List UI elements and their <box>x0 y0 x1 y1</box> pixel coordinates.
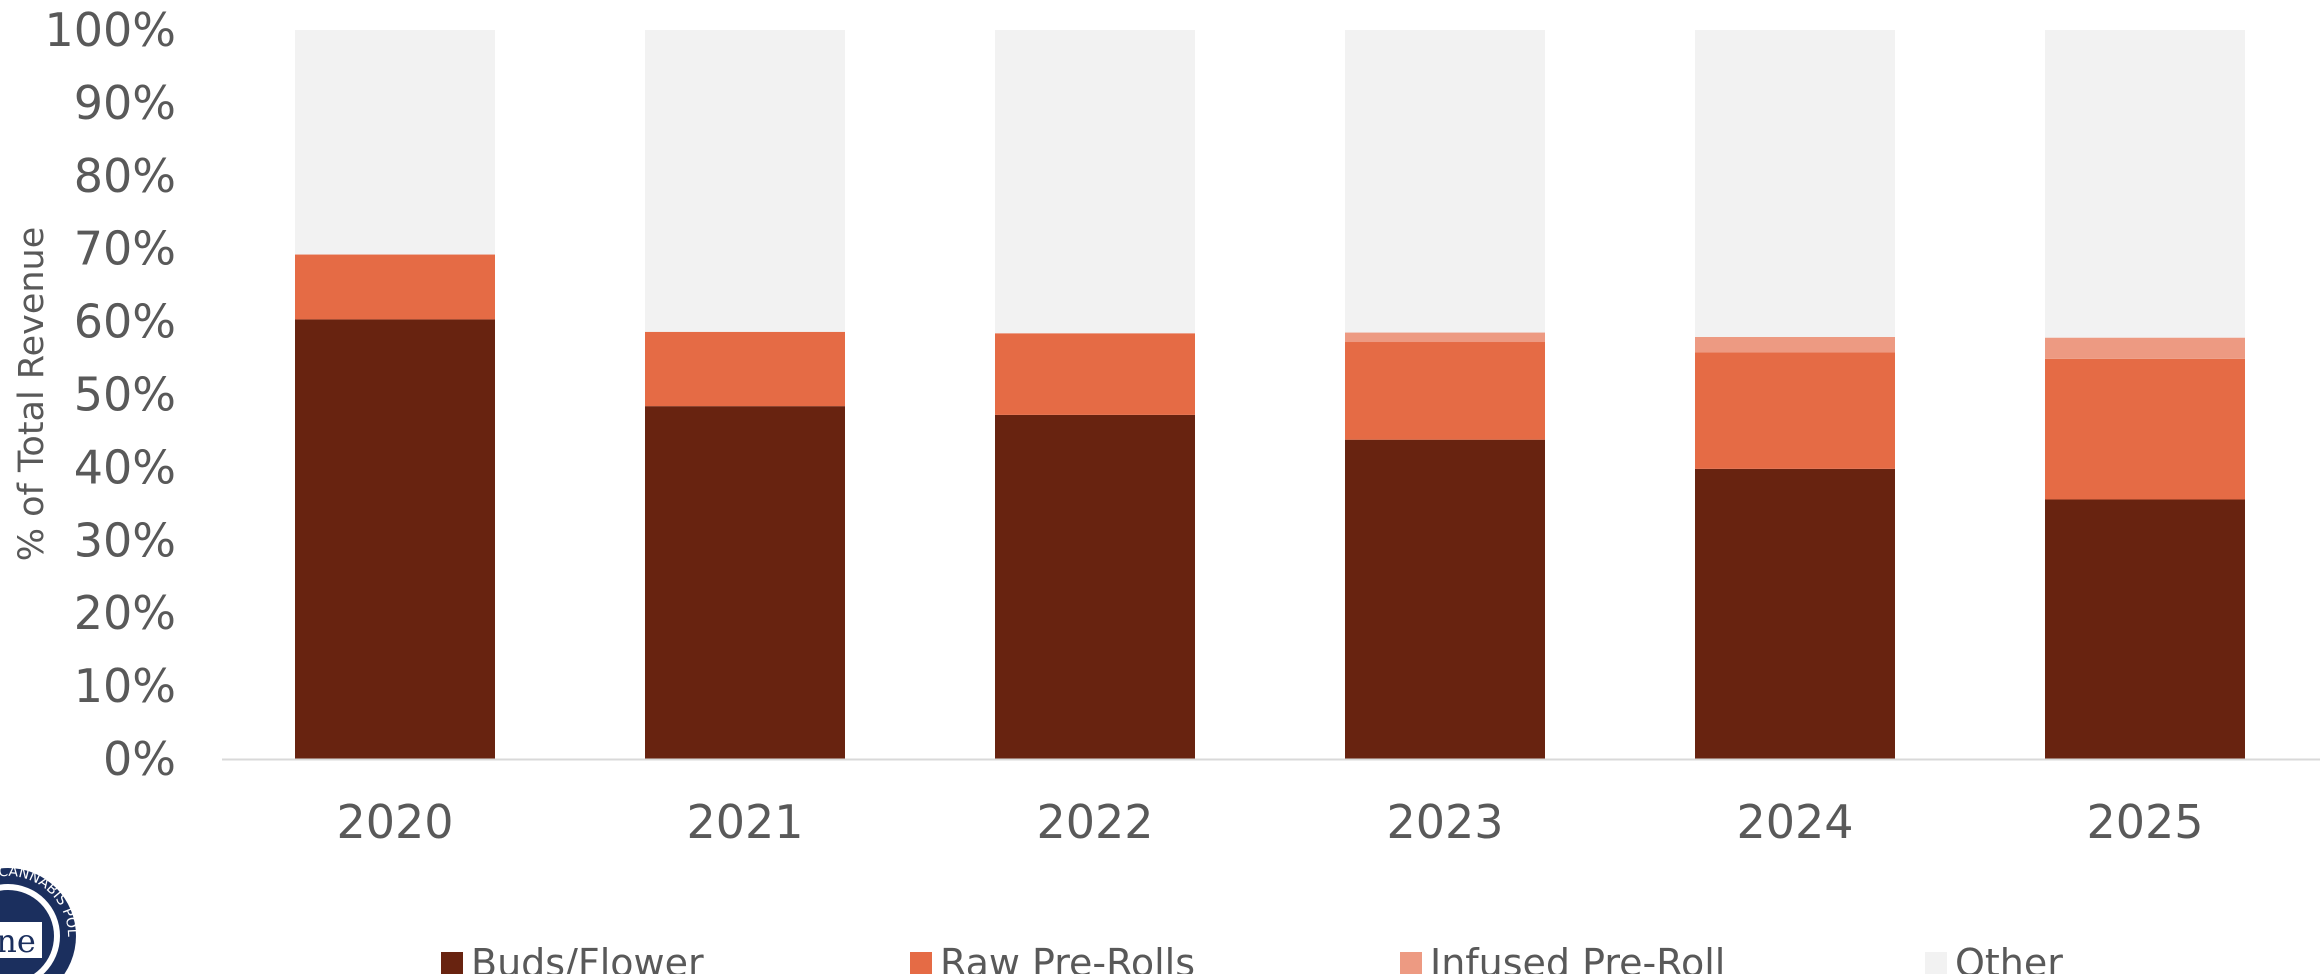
y-tick-label: 80% <box>74 149 176 203</box>
bar-raw-pre-rolls-2025 <box>2045 358 2245 500</box>
bar-other-2023 <box>1345 30 1545 333</box>
x-tick-label: 2020 <box>336 795 453 849</box>
y-tick-label: 100% <box>44 3 176 57</box>
bar-buds-flower-2024 <box>1695 468 1895 759</box>
bar-raw-pre-rolls-2022 <box>995 333 1195 415</box>
legend-swatch-infused-pre-roll <box>1400 952 1422 974</box>
x-tick-label: 2021 <box>686 795 803 849</box>
x-tick-label: 2025 <box>2086 795 2203 849</box>
logo-text: ne <box>0 922 36 960</box>
bar-raw-pre-rolls-2023 <box>1345 342 1545 440</box>
y-tick-label: 70% <box>74 222 176 276</box>
y-tick-label: 40% <box>74 440 176 494</box>
y-tick-label: 50% <box>74 368 176 422</box>
bar-other-2024 <box>1695 30 1895 337</box>
x-tick-label: 2023 <box>1386 795 1503 849</box>
bar-infused-pre-roll-2025 <box>2045 337 2245 359</box>
y-tick-label: 90% <box>74 76 176 130</box>
y-tick-label: 30% <box>74 513 176 567</box>
y-tick-labels: 0% 10% 20% 30% 40% 50% 60% 70% 80% 90% 100% <box>44 3 176 786</box>
bar-other-2025 <box>2045 30 2245 338</box>
logo-plaque <box>0 922 42 958</box>
legend-swatch-buds-flower <box>441 952 463 974</box>
bar-raw-pre-rolls-2020 <box>295 254 495 320</box>
y-tick-label: 60% <box>74 295 176 349</box>
bar-infused-pre-roll-2024 <box>1695 336 1895 353</box>
legend-label-buds-flower: Buds/Flower <box>471 941 704 974</box>
y-tick-label: 10% <box>74 659 176 713</box>
bar-other-2020 <box>295 30 495 255</box>
legend: Buds/Flower Raw Pre-Rolls Infused Pre-Roll… <box>441 941 2063 974</box>
x-tick-labels: 2020 2021 2022 2023 2024 2025 <box>336 795 2203 849</box>
bar-buds-flower-2023 <box>1345 439 1545 759</box>
legend-label-raw-pre-rolls: Raw Pre-Rolls <box>940 941 1195 974</box>
bar-buds-flower-2020 <box>295 319 495 759</box>
y-axis-title: % of Total Revenue <box>12 227 52 562</box>
y-tick-label: 20% <box>74 586 176 640</box>
bar-infused-pre-roll-2023 <box>1345 332 1545 343</box>
bar-buds-flower-2021 <box>645 406 845 759</box>
y-tick-label: 0% <box>103 732 176 786</box>
legend-label-other: Other <box>1955 941 2063 974</box>
bar-raw-pre-rolls-2021 <box>645 331 845 407</box>
bar-other-2021 <box>645 30 845 332</box>
bar-buds-flower-2022 <box>995 414 1195 759</box>
x-tick-label: 2024 <box>1736 795 1853 849</box>
x-tick-label: 2022 <box>1036 795 1153 849</box>
bar-raw-pre-rolls-2024 <box>1695 352 1895 469</box>
bar-other-2022 <box>995 30 1195 334</box>
legend-label-infused-pre-roll: Infused Pre-Roll <box>1430 941 1725 974</box>
legend-swatch-other <box>1925 952 1947 974</box>
legend-swatch-raw-pre-rolls <box>910 952 932 974</box>
bars-group <box>295 30 2245 759</box>
bar-buds-flower-2025 <box>2045 499 2245 759</box>
